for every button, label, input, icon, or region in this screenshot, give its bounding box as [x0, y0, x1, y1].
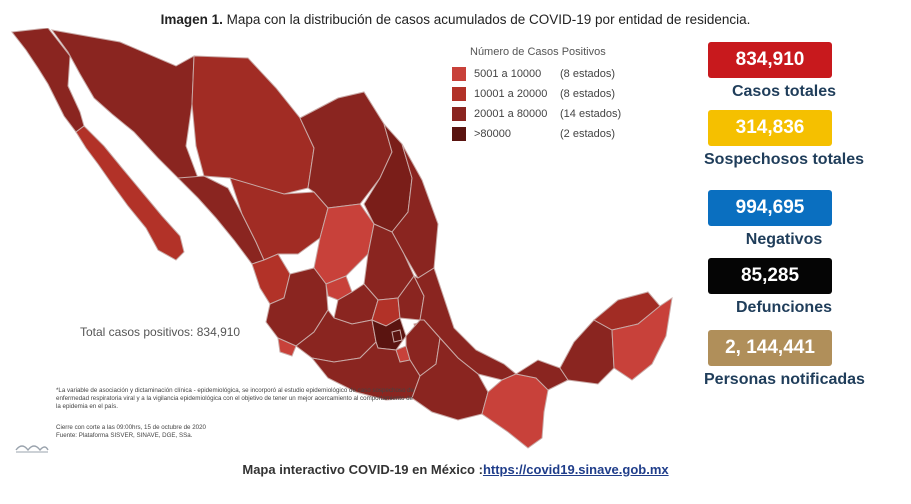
stat-label: Personas notificadas — [704, 371, 865, 388]
legend-swatch — [452, 107, 466, 121]
legend-count: (8 estados) — [560, 68, 616, 80]
region-campeche — [559, 319, 615, 385]
legend-count: (8 estados) — [560, 88, 616, 100]
institution-logo-icon — [15, 445, 49, 453]
stat-label: Defunciones — [735, 299, 832, 316]
stat-value-box: 314,836 — [708, 110, 832, 146]
legend-range: >80000 — [474, 128, 512, 140]
stat-label: Casos totales — [731, 83, 837, 100]
source-line: Fuente: Plataforma SISVER, SINAVE, DGE, … — [56, 432, 193, 439]
map-legend: Número de Casos Positivos 5001 a 10000 (… — [452, 46, 652, 144]
legend-swatch — [452, 67, 466, 81]
methodology-footnote: *La variable de asociación y dictaminaci… — [56, 387, 415, 410]
stat-negativos: 994,695 Negativos — [704, 190, 864, 249]
mexico-map — [8, 28, 698, 458]
legend-item: 20001 a 80000 (14 estados) — [452, 104, 652, 124]
stat-value: 314,836 — [735, 117, 805, 138]
legend-item: >80000 (2 estados) — [452, 124, 652, 144]
region-colima — [277, 337, 297, 357]
region-chiapas — [481, 373, 549, 449]
region-guerrero — [310, 341, 421, 401]
legend-range: 10001 a 20000 — [474, 88, 548, 100]
region-cdmx — [391, 329, 403, 343]
covid-map-link[interactable]: https://covid19.sinave.gob.mx — [482, 462, 669, 477]
legend-swatch — [452, 87, 466, 101]
region-tamaulipas — [391, 143, 439, 279]
legend-swatch — [452, 127, 466, 141]
stat-sospechosos-totales: 314,836 Sospechosos totales — [704, 110, 864, 169]
legend-count: (2 estados) — [560, 128, 616, 140]
stat-defunciones: 85,285 Defunciones — [704, 258, 864, 317]
region-quintana-roo — [611, 296, 673, 381]
stat-value: 85,285 — [740, 265, 800, 286]
region-chihuahua — [191, 55, 315, 195]
interactive-map-text: Mapa interactivo COVID-19 en México : — [242, 462, 483, 477]
map-svg — [11, 28, 673, 449]
source-note: Cierre con corte a las 09:00hrs, 15 de o… — [56, 424, 416, 440]
stat-casos-totales: 834,910 Casos totales — [704, 42, 864, 101]
stat-value-box: 994,695 — [708, 190, 832, 226]
legend-range: 20001 a 80000 — [474, 108, 548, 120]
caption-label: Imagen 1. — [160, 12, 223, 27]
cutoff-line: Cierre con corte a las 09:00hrs, 15 de o… — [56, 424, 206, 431]
legend-title: Número de Casos Positivos — [470, 46, 606, 58]
stat-value: 2, 144,441 — [725, 337, 815, 358]
legend-count: (14 estados) — [560, 108, 622, 120]
stat-value: 994,695 — [735, 197, 805, 218]
stat-value: 834,910 — [735, 49, 805, 70]
stat-personas-notificadas: 2, 144,441 Personas notificadas — [704, 330, 865, 389]
region-baja-california-sur — [75, 125, 185, 261]
legend-range: 5001 a 10000 — [474, 68, 542, 80]
figure-caption: Imagen 1. Mapa con la distribución de ca… — [0, 12, 911, 27]
interactive-map-line: Mapa interactivo COVID-19 en México :htt… — [0, 462, 911, 477]
region-coahuila — [299, 91, 393, 209]
region-durango — [229, 177, 329, 261]
legend-item: 5001 a 10000 (8 estados) — [452, 64, 652, 84]
total-positive-cases: Total casos positivos: 834,910 — [80, 325, 241, 339]
region-oaxaca — [411, 336, 489, 421]
caption-text: Mapa con la distribución de casos acumul… — [226, 12, 751, 27]
stat-value-box: 85,285 — [708, 258, 832, 294]
stat-value-box: 834,910 — [708, 42, 832, 78]
legend-item: 10001 a 20000 (8 estados) — [452, 84, 652, 104]
stat-label: Sospechosos totales — [704, 151, 865, 168]
stat-value-box: 2, 144,441 — [708, 330, 832, 366]
stat-label: Negativos — [745, 231, 823, 248]
